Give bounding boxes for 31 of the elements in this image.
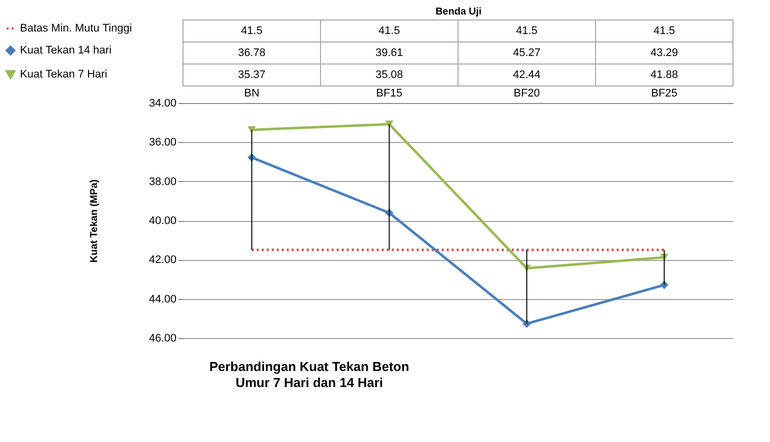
text: Umur 7 Hari dan 14 Hari: [236, 375, 383, 390]
x-tick-label: BF20: [514, 88, 540, 100]
point: [248, 126, 256, 134]
legend-label: Kuat Tekan 14 hari: [20, 44, 112, 56]
data-label: 41.5: [516, 25, 538, 37]
text: Benda Uji: [435, 6, 482, 18]
y-tick-label: 38.00: [148, 176, 176, 188]
y-tick-label: 36.00: [148, 136, 176, 149]
data-label: 41.5: [378, 25, 400, 37]
legend-label: Kuat Tekan 7 Hari: [20, 68, 108, 80]
y-tick-label: 46.00: [148, 332, 176, 344]
data-label: 41.5: [654, 25, 675, 37]
data-label: 41.5: [241, 25, 262, 37]
data-label: 41.88: [650, 69, 678, 81]
legend-label: Batas Min. Mutu Tinggi: [20, 22, 132, 34]
data-label: 35.08: [375, 69, 404, 81]
data-label: 36.78: [238, 47, 266, 59]
x-tick-label: BF25: [651, 88, 678, 100]
y-axis-title: Kuat Tekan (MPa): [88, 179, 100, 263]
y-tick-label: 34.00: [148, 98, 176, 110]
x-tick-label: BF15: [376, 88, 402, 100]
data-label: 43.29: [650, 47, 678, 59]
x-tick-label: BN: [244, 88, 260, 100]
data-label: 35.37: [238, 69, 266, 81]
y-tick-label: 42.00: [148, 254, 176, 266]
data-label: 45.27: [512, 47, 541, 59]
data-label: 42.44: [512, 69, 541, 81]
y-tick-label: 44.00: [148, 293, 176, 306]
data-label: 39.61: [375, 47, 404, 59]
text: Perbandingan Kuat Tekan Beton: [209, 359, 410, 374]
y-tick-label: 40.00: [148, 215, 176, 227]
